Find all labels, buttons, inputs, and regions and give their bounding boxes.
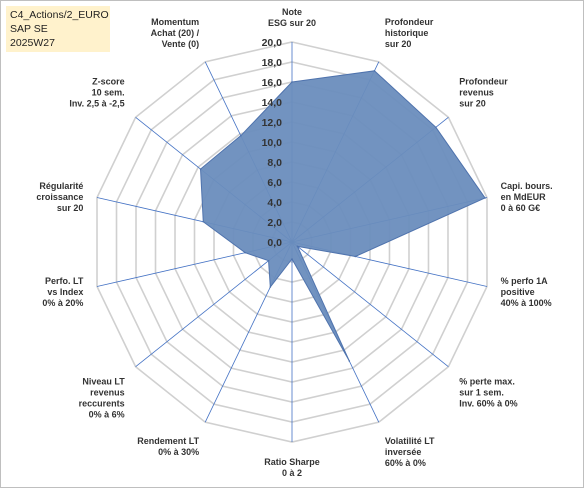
axis-label-line: Profondeur (385, 17, 434, 27)
axis-label: Z-score 10 sem. Inv. 2,5 à -2,5 (69, 77, 124, 109)
data-point (373, 70, 376, 72)
axis-label-line: croissance (36, 192, 83, 202)
data-point (244, 251, 246, 254)
axis-label-line: Rendement LT (137, 436, 199, 446)
axis-label: Régularité croissance sur 20 (36, 181, 83, 213)
axis-label-line: revenus (459, 88, 494, 98)
axis-label-line: sur 1 sem. (459, 387, 504, 397)
data-point (199, 168, 202, 170)
tick-label: 4,0 (267, 197, 282, 209)
axis-spoke (135, 241, 293, 368)
axis-label: Volatilité LT inversée 60% à 0% (385, 436, 435, 468)
axis-spoke (291, 241, 449, 368)
axis-label-line: 0% à 6% (89, 409, 125, 419)
axis-label-line: Régularité (39, 181, 83, 191)
data-point (202, 220, 205, 223)
axis-label-line: 60% à 0% (385, 458, 426, 468)
axis-label-line: Profondeur (459, 77, 508, 87)
axis-label-line: 40% à 100% (501, 298, 552, 308)
axis-label-line: sur 20 (459, 99, 486, 109)
data-point (291, 81, 293, 83)
tick-label: 14,0 (262, 97, 283, 109)
header-box: C4_Actions/2_EURO SAP SE 2025W27 (6, 6, 110, 52)
axis-label-line: Achat (20) / (151, 28, 200, 38)
axis-label-line: Vente (0) (162, 39, 200, 49)
header-line-week: 2025W27 (10, 37, 55, 49)
data-point (291, 258, 293, 260)
axis-label-line: revenus (90, 387, 125, 397)
axis-label-line: en MdEUR (501, 192, 547, 202)
axis-label: Niveau LT revenus reccurents 0% à 6% (79, 376, 126, 419)
axis-label-line: 0% à 20% (42, 298, 83, 308)
axis-label-line: sur 20 (57, 203, 84, 213)
tick-label: 2,0 (267, 217, 282, 229)
axis-label-line: Z-score (92, 77, 125, 87)
axis-label-line: % perte max. (459, 376, 515, 386)
data-point (484, 197, 486, 199)
axis-label-line: vs Index (47, 287, 83, 297)
tick-label: 10,0 (262, 137, 283, 149)
axis-label-line: ESG sur 20 (268, 18, 316, 28)
tick-label: 16,0 (262, 77, 283, 89)
tick-label: 6,0 (267, 177, 282, 189)
axis-label: Ratio Sharpe 0 à 2 (264, 457, 320, 478)
axis-label-line: 10 sem. (92, 88, 125, 98)
axis-label-line: Niveau LT (82, 376, 125, 386)
axis-label: Momentum Achat (20) / Vente (0) (151, 17, 200, 49)
axis-label-line: sur 20 (385, 39, 412, 49)
axis-label: Profondeur historique sur 20 (385, 17, 434, 49)
axis-label: Note ESG sur 20 (268, 7, 316, 28)
axis-label-line: Momentum (151, 17, 199, 27)
axis-label: % perte max. sur 1 sem. Inv. 60% à 0% (459, 376, 517, 408)
data-point (269, 286, 272, 288)
series-area (200, 70, 486, 362)
axis-label-line: historique (385, 28, 429, 38)
data-point (267, 259, 270, 262)
axis-label-line: Ratio Sharpe (264, 457, 320, 467)
axis-label: Capi. bours. en MdEUR 0 à 60 G€ (501, 181, 553, 213)
axis-label-line: inversée (385, 447, 422, 457)
axis-label: Perfo. LT vs Index 0% à 20% (42, 276, 84, 308)
axis-label-line: 0% à 30% (158, 447, 199, 457)
data-point (435, 126, 437, 129)
axis-label-line: 0 à 60 G€ (501, 203, 541, 213)
data-point (240, 134, 242, 137)
axis-label-line: % perfo 1A (501, 276, 549, 286)
data-point (296, 245, 299, 248)
axis-label-line: Volatilité LT (385, 436, 435, 446)
axis-label-line: reccurents (79, 398, 125, 408)
axis-label-line: 0 à 2 (282, 468, 302, 478)
axis-label: Rendement LT 0% à 30% (137, 436, 199, 457)
data-point (348, 360, 351, 362)
tick-label: 20,0 (262, 37, 283, 49)
axis-label-line: Capi. bours. (501, 181, 553, 191)
tick-label: 18,0 (262, 57, 283, 69)
data-point (354, 255, 357, 258)
axis-label: Profondeur revenus sur 20 (459, 77, 508, 109)
axis-label-line: Note (282, 7, 302, 17)
axis-label: % perfo 1A positive 40% à 100% (501, 276, 552, 308)
header-line-category: C4_Actions/2_EURO (10, 9, 109, 21)
tick-label: 12,0 (262, 117, 283, 129)
tick-label: 8,0 (267, 157, 282, 169)
axis-label-line: positive (501, 287, 535, 297)
axis-label-line: Inv. 60% à 0% (459, 398, 517, 408)
header-line-company: SAP SE (10, 23, 48, 35)
axis-label-line: Inv. 2,5 à -2,5 (69, 99, 124, 109)
tick-label: 0,0 (267, 237, 282, 249)
axis-label-line: Perfo. LT (45, 276, 84, 286)
